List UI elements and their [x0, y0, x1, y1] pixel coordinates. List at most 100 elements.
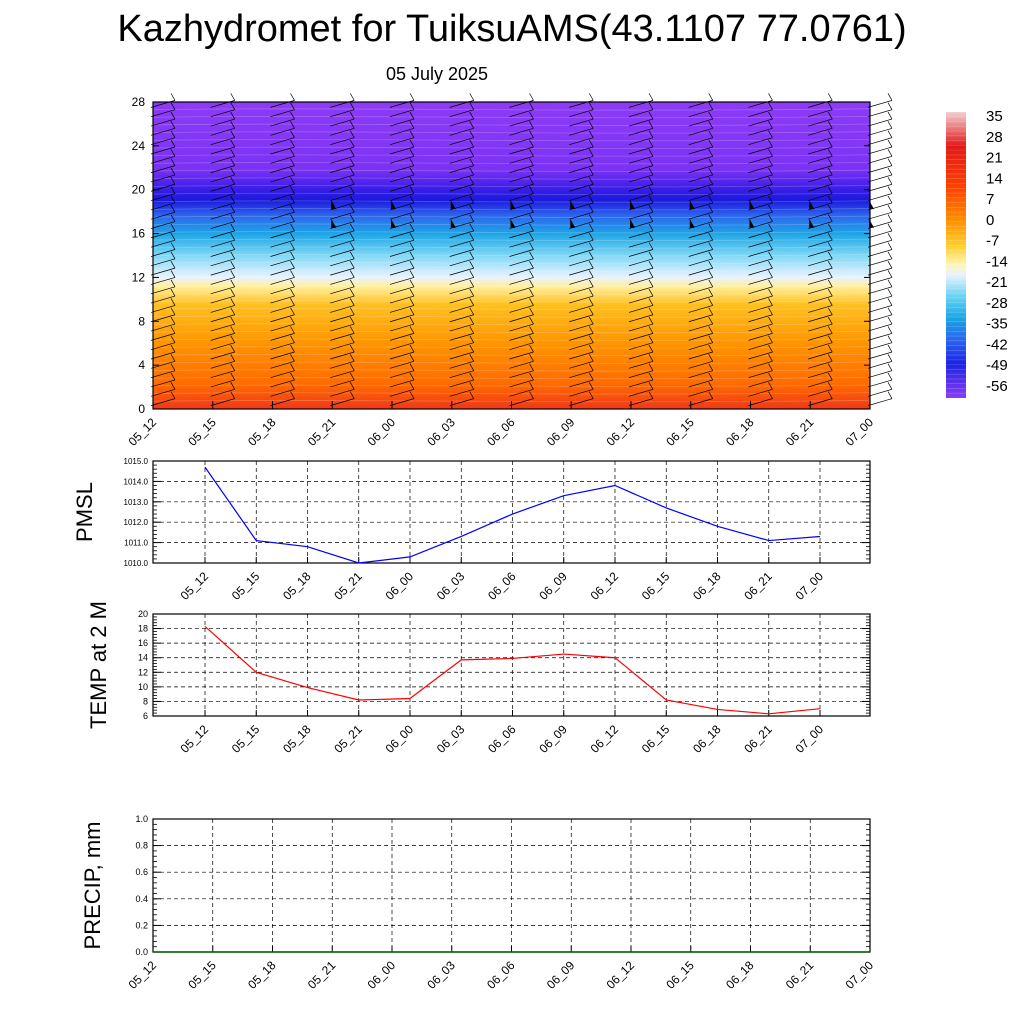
wind-barb	[688, 249, 713, 257]
wind-barb-feather	[230, 298, 236, 306]
wind-barb	[808, 305, 833, 313]
wind-barb-feather	[409, 251, 415, 259]
wind-barb	[509, 286, 534, 295]
wind-barb-feather	[708, 279, 714, 287]
wind-barb-feather	[588, 363, 594, 371]
wind-barb-feather	[409, 335, 415, 343]
wind-barb-feather	[469, 391, 475, 399]
wind-barb	[867, 370, 893, 378]
wind-barb	[270, 183, 295, 192]
wind-barb-feather	[648, 149, 654, 157]
wind-barb-feather	[290, 335, 295, 343]
wind-barb-feather	[409, 298, 415, 306]
wind-barb-feather	[768, 195, 773, 204]
wind-barb	[628, 146, 654, 155]
wind-barb-feather	[290, 391, 295, 399]
wind-barb-feather	[230, 326, 236, 334]
wind-barb-feather	[887, 149, 893, 157]
contour-line	[152, 284, 871, 288]
wind-barb	[210, 295, 235, 304]
x-tick-label: 06_12	[588, 569, 622, 603]
wind-barb-feather	[469, 177, 475, 185]
wind-barb	[210, 323, 235, 332]
x-tick-label: 06_06	[484, 958, 518, 992]
y-tick-label: 0	[138, 402, 145, 416]
wind-barb-feather	[887, 279, 893, 287]
contour-line	[152, 353, 871, 357]
x-tick-label: 06_03	[434, 722, 468, 756]
wind-barb	[867, 295, 893, 304]
wind-barb	[808, 249, 833, 257]
x-tick-label: 06_06	[485, 722, 519, 756]
wind-barb-feather	[648, 372, 654, 381]
wind-barb-feather	[469, 102, 475, 110]
wind-barb-feather	[349, 121, 355, 129]
wind-barb-feather	[529, 270, 534, 278]
wind-barb-feather	[469, 167, 475, 176]
wind-barb	[688, 351, 713, 360]
wind-barb	[509, 174, 534, 183]
wind-barb	[389, 211, 415, 220]
wind-barb	[688, 333, 713, 341]
wind-barb-feather	[529, 260, 534, 269]
wind-barb-feather	[230, 344, 236, 353]
wind-barb-feather	[588, 195, 594, 204]
wind-barb-feather	[887, 111, 893, 120]
wind-barb	[509, 305, 534, 313]
wind-barb-feather	[469, 354, 475, 362]
wind-barb-feather	[827, 354, 833, 362]
wind-barb	[150, 258, 176, 267]
wind-barb	[867, 249, 893, 257]
wind-barb-feather	[170, 233, 176, 241]
wind-pennant	[331, 200, 337, 210]
wind-barb	[509, 239, 534, 248]
wind-barb	[808, 314, 833, 323]
wind-barb-feather	[529, 288, 534, 297]
wind-barb	[270, 370, 295, 378]
wind-barb-feather	[170, 326, 176, 334]
wind-barb-feather	[588, 158, 594, 166]
wind-barb	[748, 351, 773, 360]
wind-barb	[389, 379, 415, 388]
wind-barb	[569, 239, 594, 248]
wind-barb-feather	[887, 335, 893, 343]
wind-barb-feather	[529, 177, 534, 185]
wind-barb	[628, 193, 654, 201]
wind-barb	[150, 342, 176, 351]
wind-barb	[569, 109, 594, 118]
wind-barb	[210, 286, 235, 295]
y-tick-label: 1010.0	[124, 559, 149, 568]
wind-barb-feather	[827, 316, 833, 325]
wind-barb	[748, 174, 773, 183]
wind-barb	[330, 379, 355, 388]
wind-barb	[748, 277, 773, 285]
wind-barb-feather	[170, 121, 176, 129]
wind-barb	[150, 398, 176, 406]
wind-barb	[449, 267, 474, 276]
wind-barb-feather	[827, 205, 833, 213]
wind-barb	[569, 360, 594, 369]
wind-barb-feather	[230, 391, 236, 399]
wind-barb	[748, 155, 773, 164]
wind-barb	[330, 230, 355, 239]
wind-barb	[270, 295, 295, 304]
wind-barb	[569, 323, 594, 332]
wind-barb-feather	[648, 177, 654, 185]
y-tick-label: 0.2	[135, 920, 148, 930]
wind-barb-feather	[588, 167, 594, 176]
wind-barb-feather	[230, 167, 236, 176]
wind-barb-feather	[290, 177, 295, 185]
wind-barb	[270, 398, 295, 406]
x-tick-label: 05_12	[178, 569, 212, 603]
wind-barb	[210, 155, 235, 164]
wind-barb-feather	[708, 186, 714, 194]
wind-barb	[748, 379, 773, 388]
wind-barb	[330, 249, 355, 257]
wind-barb-feather	[469, 111, 475, 120]
wind-barb	[330, 333, 355, 341]
wind-barb-feather	[708, 130, 714, 138]
wind-barb-feather	[290, 149, 295, 157]
wind-barb	[150, 314, 176, 323]
wind-barb-feather	[768, 149, 773, 157]
wind-barb-feather	[230, 195, 236, 204]
